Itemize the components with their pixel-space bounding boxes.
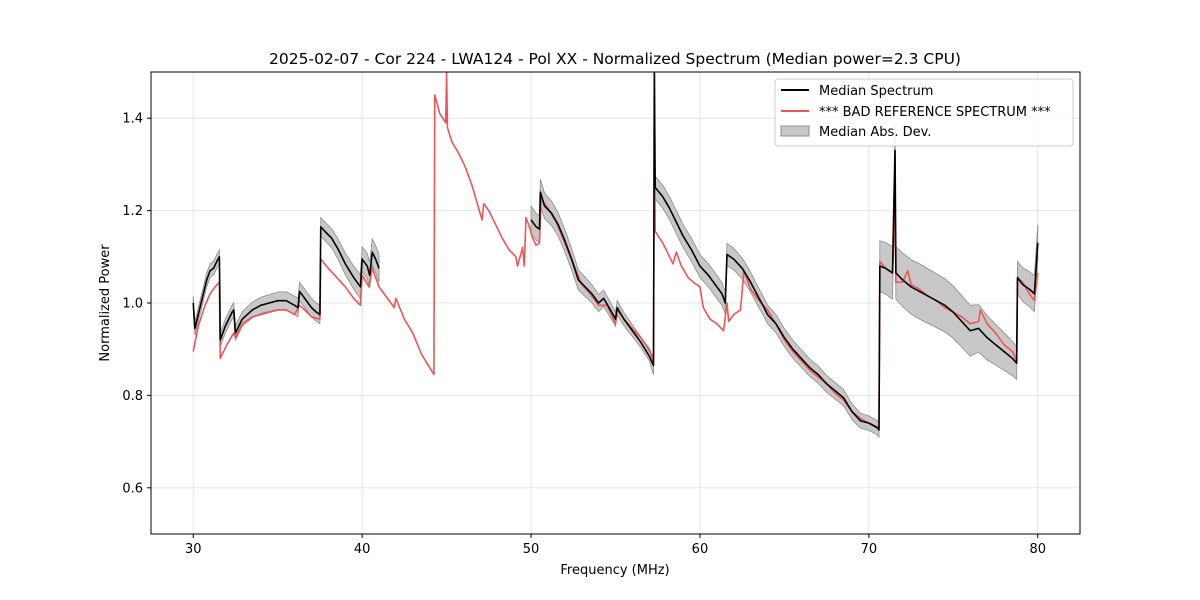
- legend-mad-swatch: [780, 125, 810, 137]
- y-axis-ticks: 0.6 0.8 1.0 1.2 1.4: [122, 112, 151, 496]
- x-axis-label: Frequency (MHz): [560, 563, 669, 578]
- x-axis-ticks: 30 40 50 60 70 80: [185, 534, 1046, 557]
- x-tick-label: 70: [861, 542, 878, 557]
- y-tick-label: 1.4: [122, 112, 143, 127]
- legend-box: [774, 78, 1074, 147]
- y-tick-label: 0.8: [122, 389, 143, 404]
- legend-mad-label: Median Abs. Dev.: [819, 125, 931, 140]
- y-axis-label: Normalized Power: [98, 244, 113, 362]
- legend-median-label: Median Spectrum: [819, 84, 933, 99]
- x-tick-label: 60: [692, 542, 709, 557]
- y-tick-label: 1.0: [122, 297, 143, 312]
- legend: Median Spectrum *** BAD REFERENCE SPECTR…: [774, 78, 1074, 147]
- x-tick-label: 50: [523, 542, 540, 557]
- mad-band: [530, 72, 1039, 439]
- chart-title: 2025-02-07 - Cor 224 - LWA124 - Pol XX -…: [269, 50, 961, 68]
- mad-band: [192, 216, 380, 348]
- x-tick-label: 80: [1029, 542, 1046, 557]
- median-series-group: [192, 72, 1039, 431]
- median-spectrum-line: [192, 225, 380, 341]
- legend-reference-label: *** BAD REFERENCE SPECTRUM ***: [819, 105, 1051, 120]
- mad-band-group: [192, 72, 1039, 439]
- x-tick-label: 40: [354, 542, 371, 557]
- y-tick-label: 1.2: [122, 204, 143, 219]
- x-tick-label: 30: [185, 542, 202, 557]
- median-spectrum-line: [530, 72, 1039, 431]
- y-tick-label: 0.6: [122, 481, 143, 496]
